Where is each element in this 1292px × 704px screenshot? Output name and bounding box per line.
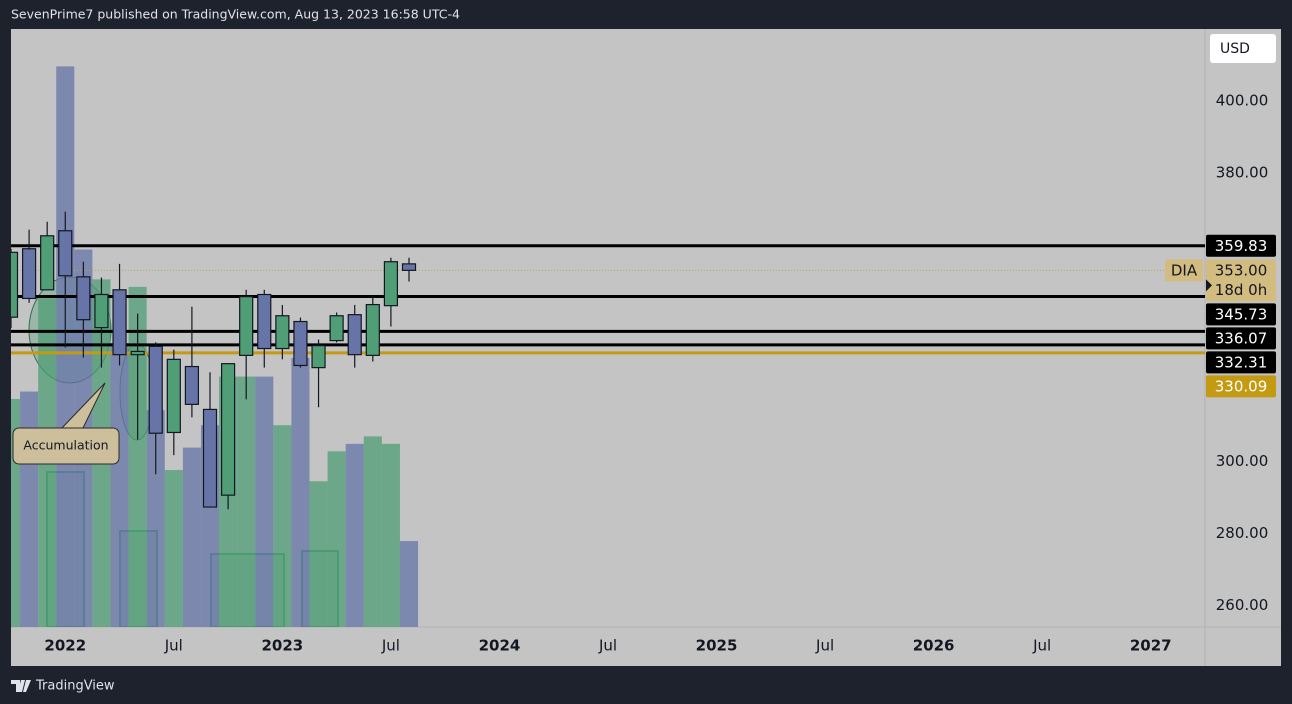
level-label-box (1206, 351, 1276, 374)
volume-bar (20, 391, 39, 627)
price-arrow (1206, 279, 1212, 292)
volume-bar (273, 425, 292, 627)
volume-bar (146, 410, 165, 627)
level-label-box (1206, 234, 1276, 257)
volume-bar (128, 286, 147, 627)
x-tick-label: 2025 (696, 637, 738, 655)
plot (11, 66, 1205, 627)
last-price-box (1206, 259, 1276, 302)
y-tick-label: 400.00 (1216, 92, 1269, 110)
x-tick-label: 2026 (913, 637, 955, 655)
candle-body (383, 261, 399, 307)
symbol-label: DIA (1171, 261, 1198, 279)
level-label: 332.31 (1215, 353, 1268, 371)
annotation: Accumulation (23, 438, 108, 453)
x-tick-label: 2024 (479, 637, 521, 655)
volume-bar (399, 541, 419, 627)
level-label: 336.07 (1215, 329, 1268, 347)
candle-body (220, 363, 236, 496)
volume-bar (164, 470, 183, 627)
footer: TradingView (11, 679, 115, 694)
x-tick-label: 2023 (261, 637, 303, 655)
x-tick-label: 2022 (44, 637, 86, 655)
candle-body (11, 251, 19, 318)
candle-body (293, 320, 308, 367)
candle-body (184, 365, 200, 405)
volume-bar (291, 357, 310, 627)
y-tick-label: 280.00 (1216, 524, 1269, 542)
footer-brand: TradingView (35, 679, 115, 694)
x-tick-label: Jul (598, 637, 617, 655)
candle-body (329, 315, 344, 342)
level-label-box (1206, 375, 1276, 398)
countdown: 18d 0h (1215, 281, 1267, 299)
volume-bar (182, 447, 201, 627)
candle-body (94, 293, 109, 329)
x-tick-label: 2027 (1130, 637, 1172, 655)
x-tick-label: Jul (164, 637, 183, 655)
candle-body (112, 289, 127, 356)
volume-bar (237, 376, 256, 627)
volume-bar (345, 443, 364, 627)
candle-body (148, 345, 163, 434)
y-tick-label: 300.00 (1216, 452, 1269, 470)
logo (11, 680, 31, 692)
y-tick-label: 260.00 (1216, 596, 1269, 614)
header-text: SevenPrime7 published on TradingView.com… (11, 7, 460, 22)
candle-body (202, 408, 218, 508)
currency-button[interactable] (1210, 34, 1276, 63)
candle-body (239, 296, 254, 356)
symbol-box (1165, 259, 1203, 282)
candle-body (21, 248, 37, 300)
level-label: 359.83 (1215, 237, 1268, 255)
volume-bar (110, 342, 129, 627)
level-label: 330.09 (1215, 377, 1268, 395)
volume-bar (255, 376, 274, 627)
level-label: 345.73 (1215, 305, 1268, 323)
candle-body (166, 358, 181, 434)
candle-body (365, 303, 380, 356)
candle-body (58, 230, 73, 277)
level-label-box (1206, 303, 1276, 326)
candle-body (40, 235, 55, 291)
volume-bar (363, 436, 382, 627)
candle-body (311, 345, 326, 369)
callout (12, 427, 120, 465)
candle-body (401, 263, 417, 271)
candle-body (275, 315, 290, 350)
currency[interactable]: USD (1220, 41, 1250, 57)
candle-body (76, 276, 91, 321)
volume-bar (381, 443, 400, 627)
level-label-box (1206, 327, 1276, 350)
x-tick-label: Jul (815, 637, 834, 655)
candle-body (347, 314, 362, 356)
volume-bar (11, 399, 21, 627)
x-tick-label: Jul (381, 637, 400, 655)
y-tick-label: 380.00 (1216, 164, 1269, 182)
candle-body (257, 293, 272, 350)
volume-bar (309, 481, 328, 627)
candle-body (130, 350, 145, 356)
last-price-label: 353.00 (1215, 261, 1268, 279)
x-tick-label: Jul (1032, 637, 1051, 655)
volume-bar (327, 451, 346, 627)
